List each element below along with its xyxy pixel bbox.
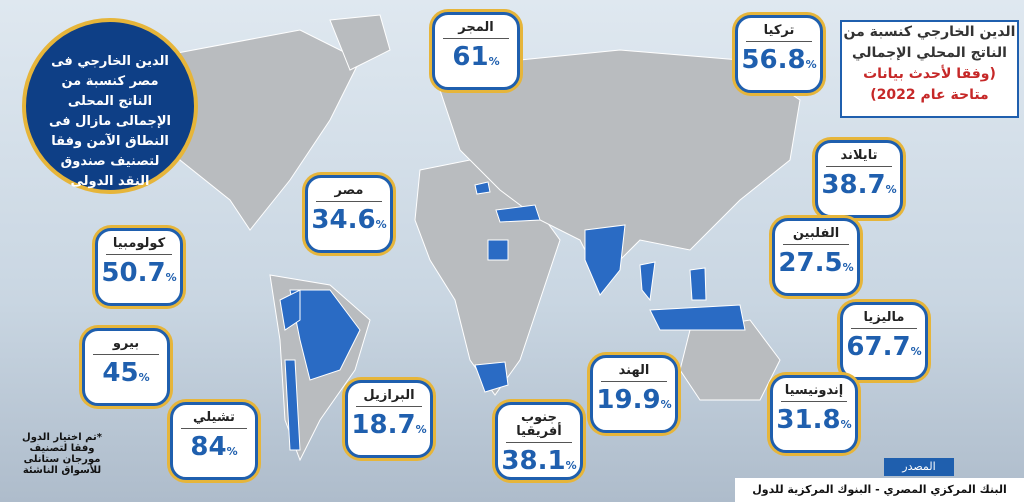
country-value: 61 [452,42,489,72]
unit: % [138,371,150,384]
country-value: 27.5 [778,248,843,278]
unit: % [226,445,238,458]
unit: % [375,218,387,231]
source-text: البنك المركزي المصري - البنوك المركزية ل… [735,478,1024,502]
country-value: 50.7 [101,258,166,288]
country-value-box: 50.7% [98,258,180,288]
unit: % [415,423,427,436]
country-value-box: 38.1% [498,446,580,476]
country-name: مصر [334,183,364,198]
divider [93,354,159,355]
country-value: 31.8 [776,405,841,435]
divider [783,244,849,245]
country-value-box: 67.7% [843,332,925,362]
country-card: تركيا 56.8% [735,15,823,93]
unit: % [805,58,817,71]
country-card: كولومبيا 50.7% [95,228,183,306]
country-name: تشيلي [193,410,235,425]
country-value-box: 38.7% [818,170,900,200]
country-value: 38.1 [501,446,566,476]
country-card: بيرو 45% [82,328,170,406]
divider [601,381,667,382]
country-name: كولومبيا [112,236,166,251]
country-value-box: 34.6% [308,205,390,235]
divider [781,401,847,402]
unit: % [165,271,177,284]
country-card: جنوب أفريقيا 38.1% [495,402,583,480]
country-name: ماليزيا [863,310,905,325]
divider [826,166,892,167]
title: الدين الخارجي كنسبة من الناتج المحلي الإ… [843,24,1016,61]
note: *تم اختيار الدول وفقا لتصنيف مورجان ستان… [22,432,102,476]
divider [851,328,917,329]
unit: % [885,183,897,196]
unit: % [842,261,854,274]
country-value: 19.9 [596,385,661,415]
divider [181,428,247,429]
unit: % [840,418,852,431]
divider [356,406,422,407]
country-card: المجر 61% [432,12,520,90]
country-value: 34.6 [311,205,376,235]
country-card: إندونيسيا 31.8% [770,375,858,453]
country-name: بيرو [112,336,140,351]
country-value-box: 56.8% [738,45,820,75]
unit: % [660,398,672,411]
highlight-circle: الدين الخارجي فى مصر كنسبة من الناتج الم… [22,18,198,194]
country-name: تايلاند [840,148,878,163]
subtitle: (وفقا لأحدث بيانات متاحة عام 2022) [863,66,996,103]
country-name: البرازيل [363,388,415,403]
country-value-box: 19.9% [593,385,675,415]
divider [443,38,509,39]
country-name: جنوب أفريقيا [516,410,562,439]
country-card: مصر 34.6% [305,175,393,253]
unit: % [910,345,922,358]
divider [506,442,572,443]
title-box: الدين الخارجي كنسبة من الناتج المحلي الإ… [840,20,1019,118]
divider [106,254,172,255]
country-value-box: 27.5% [775,248,857,278]
source-label: المصدر [884,458,954,476]
country-card: ماليزيا 67.7% [840,302,928,380]
country-value-box: 61% [435,42,517,72]
country-card: الفلبين 27.5% [772,218,860,296]
country-value: 38.7 [821,170,886,200]
divider [316,201,382,202]
country-card: الهند 19.9% [590,355,678,433]
country-name: تركيا [763,23,795,38]
country-value-box: 84% [173,432,255,462]
country-value-box: 45% [85,358,167,388]
country-value: 45 [102,358,139,388]
country-name: إندونيسيا [784,383,844,398]
country-name: الفلبين [792,226,840,241]
country-value: 67.7 [846,332,911,362]
unit: % [565,459,577,472]
country-name: المجر [458,20,494,35]
country-value-box: 18.7% [348,410,430,440]
country-card: تشيلي 84% [170,402,258,480]
country-card: تايلاند 38.7% [815,140,903,218]
unit: % [488,55,500,68]
country-value: 56.8 [741,45,806,75]
country-card: البرازيل 18.7% [345,380,433,458]
divider [746,41,812,42]
country-value-box: 31.8% [773,405,855,435]
country-value: 84 [190,432,227,462]
country-value: 18.7 [351,410,416,440]
country-name: الهند [618,363,650,378]
